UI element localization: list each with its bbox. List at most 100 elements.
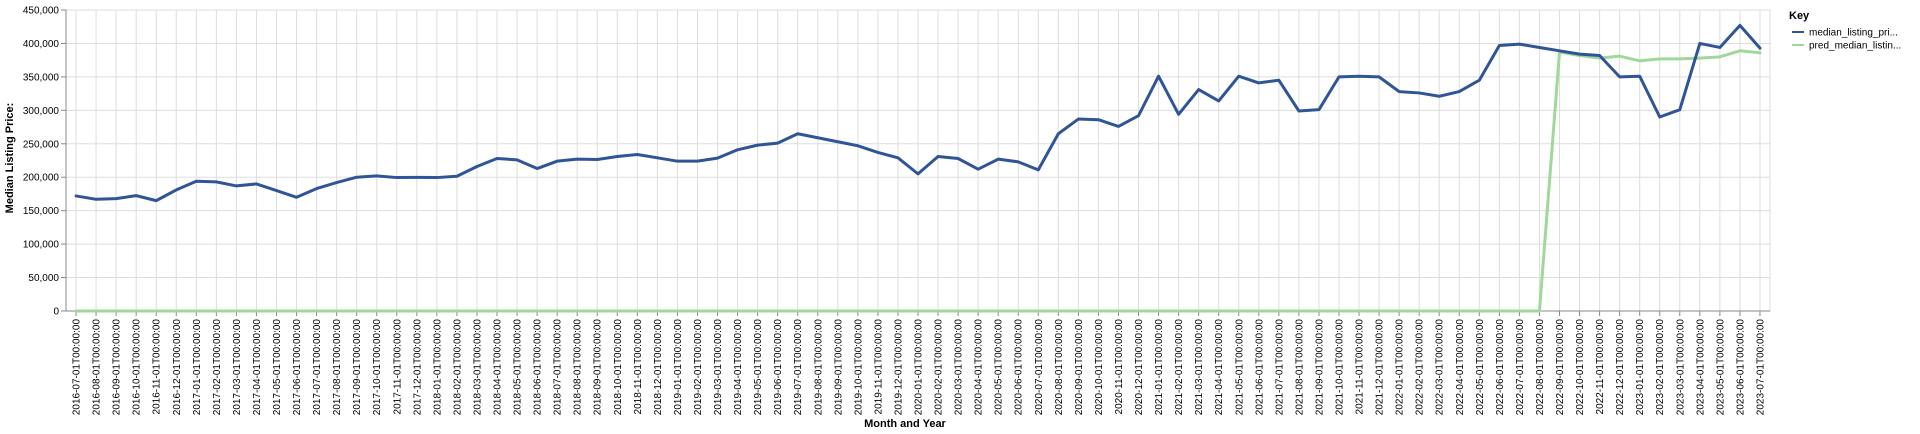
x-tick-label: 2017-01-01T00:00:00: [192, 319, 203, 416]
x-tick-label: 2022-06-01T00:00:00: [1495, 319, 1506, 416]
legend-label: pred_median_listin...: [1809, 41, 1901, 52]
x-tick-label: 2018-12-01T00:00:00: [653, 319, 664, 416]
x-tick-label: 2022-03-01T00:00:00: [1435, 319, 1446, 416]
legend: Key median_listing_pri... pred_median_lis…: [1789, 10, 1901, 52]
y-axis: 0 50,000 100,000 150,000 200,000 250,000 300,0…: [23, 6, 67, 318]
x-tick-label: 2017-11-01T00:00:00: [392, 319, 403, 415]
x-tick-label: 2017-04-01T00:00:00: [252, 319, 263, 416]
x-tick-label: 2021-04-01T00:00:00: [1214, 319, 1225, 416]
x-tick-label: 2019-10-01T00:00:00: [853, 319, 864, 416]
y-tick-label: 50,000: [28, 273, 59, 284]
x-tick-label: 2020-04-01T00:00:00: [974, 319, 985, 416]
x-tick-label: 2020-08-01T00:00:00: [1054, 319, 1065, 416]
x-tick-label: 2022-07-01T00:00:00: [1515, 319, 1526, 416]
x-tick-label: 2017-09-01T00:00:00: [352, 319, 363, 416]
x-tick-label: 2019-09-01T00:00:00: [833, 319, 844, 416]
x-tick-label: 2019-05-01T00:00:00: [753, 319, 764, 416]
x-tick-label: 2019-08-01T00:00:00: [813, 319, 824, 416]
y-tick-label: 100,000: [23, 240, 60, 251]
x-tick-label: 2021-11-01T00:00:00: [1355, 319, 1366, 415]
y-tick-label: 450,000: [23, 6, 60, 17]
x-tick-label: 2018-02-01T00:00:00: [452, 319, 463, 416]
x-tick-label: 2019-04-01T00:00:00: [733, 319, 744, 416]
x-axis: 2016-07-01T00:00:00 2016-08-01T00:00:00 20…: [66, 310, 1770, 416]
x-tick-label: 2020-07-01T00:00:00: [1034, 319, 1045, 416]
y-tick-label: 150,000: [23, 206, 60, 217]
x-tick-label: 2017-05-01T00:00:00: [272, 319, 283, 416]
y-tick-label: 350,000: [23, 72, 60, 83]
x-tick-label: 2022-01-01T00:00:00: [1395, 319, 1406, 416]
x-tick-label: 2017-02-01T00:00:00: [212, 319, 223, 416]
x-tick-label: 2022-04-01T00:00:00: [1455, 319, 1466, 416]
x-tick-label: 2016-07-01T00:00:00: [72, 319, 83, 416]
x-tick-label: 2023-01-01T00:00:00: [1635, 319, 1646, 416]
x-tick-label: 2020-11-01T00:00:00: [1114, 319, 1125, 415]
x-tick-label: 2020-01-01T00:00:00: [914, 319, 925, 416]
x-tick-label: 2018-04-01T00:00:00: [493, 319, 504, 416]
x-tick-label: 2021-07-01T00:00:00: [1274, 319, 1285, 416]
x-tick-label: 2016-09-01T00:00:00: [112, 319, 123, 416]
x-tick-label: 2023-07-01T00:00:00: [1755, 319, 1766, 416]
x-tick-label: 2017-03-01T00:00:00: [232, 319, 243, 416]
x-tick-label: 2016-08-01T00:00:00: [92, 319, 103, 416]
x-tick-label: 2021-02-01T00:00:00: [1174, 319, 1185, 416]
x-tick-label: 2020-09-01T00:00:00: [1074, 319, 1085, 416]
x-tick-label: 2018-03-01T00:00:00: [472, 319, 483, 416]
x-tick-label: 2020-03-01T00:00:00: [954, 319, 965, 416]
x-tick-label: 2019-12-01T00:00:00: [893, 319, 904, 416]
series-line-1: [74, 49, 1762, 313]
y-tick-label: 300,000: [23, 106, 60, 117]
x-tick-label: 2021-03-01T00:00:00: [1194, 319, 1205, 416]
x-tick-label: 2023-03-01T00:00:00: [1675, 319, 1686, 416]
x-tick-label: 2020-12-01T00:00:00: [1134, 319, 1145, 416]
x-tick-label: 2020-10-01T00:00:00: [1094, 319, 1105, 416]
x-tick-label: 2019-06-01T00:00:00: [773, 319, 784, 416]
x-tick-label: 2018-01-01T00:00:00: [432, 319, 443, 416]
x-tick-label: 2023-02-01T00:00:00: [1655, 319, 1666, 416]
x-tick-label: 2018-05-01T00:00:00: [513, 319, 524, 416]
y-tick-label: 0: [53, 307, 59, 318]
x-tick-label: 2017-12-01T00:00:00: [412, 319, 423, 416]
series-lines: [74, 23, 1762, 313]
x-tick-label: 2018-09-01T00:00:00: [593, 319, 604, 416]
legend-label: median_listing_pri...: [1809, 28, 1898, 39]
y-tick-label: 250,000: [23, 139, 60, 150]
legend-title: Key: [1789, 10, 1810, 22]
x-tick-label: 2020-06-01T00:00:00: [1014, 319, 1025, 416]
x-tick-label: 2017-08-01T00:00:00: [332, 319, 343, 416]
x-tick-label: 2018-11-01T00:00:00: [633, 319, 644, 415]
x-tick-label: 2019-02-01T00:00:00: [693, 319, 704, 416]
x-tick-label: 2021-06-01T00:00:00: [1254, 319, 1265, 416]
x-tick-label: 2019-11-01T00:00:00: [873, 319, 884, 415]
x-tick-label: 2017-07-01T00:00:00: [312, 319, 323, 416]
x-tick-label: 2020-05-01T00:00:00: [994, 319, 1005, 416]
x-tick-label: 2016-11-01T00:00:00: [152, 319, 163, 415]
x-tick-label: 2019-03-01T00:00:00: [713, 319, 724, 416]
x-tick-label: 2023-04-01T00:00:00: [1695, 319, 1706, 416]
x-tick-label: 2019-07-01T00:00:00: [793, 319, 804, 416]
series-line-0: [74, 23, 1762, 203]
x-tick-label: 2022-02-01T00:00:00: [1415, 319, 1426, 416]
x-tick-label: 2020-02-01T00:00:00: [934, 319, 945, 416]
x-tick-label: 2022-09-01T00:00:00: [1555, 319, 1566, 416]
y-tick-label: 200,000: [23, 173, 60, 184]
x-tick-label: 2021-01-01T00:00:00: [1154, 319, 1165, 416]
x-tick-label: 2021-12-01T00:00:00: [1375, 319, 1386, 416]
x-tick-label: 2022-08-01T00:00:00: [1535, 319, 1546, 416]
x-tick-label: 2022-12-01T00:00:00: [1615, 319, 1626, 416]
x-tick-label: 2021-05-01T00:00:00: [1234, 319, 1245, 416]
x-tick-label: 2018-08-01T00:00:00: [573, 319, 584, 416]
x-tick-label: 2022-10-01T00:00:00: [1575, 319, 1586, 416]
x-tick-label: 2018-07-01T00:00:00: [553, 319, 564, 416]
x-tick-label: 2017-06-01T00:00:00: [292, 319, 303, 416]
x-tick-label: 2021-09-01T00:00:00: [1314, 319, 1325, 416]
x-tick-label: 2018-10-01T00:00:00: [613, 319, 624, 416]
x-tick-label: 2023-05-01T00:00:00: [1715, 319, 1726, 416]
x-tick-label: 2016-10-01T00:00:00: [132, 319, 143, 416]
gridlines: [65, 9, 1771, 312]
x-tick-label: 2021-08-01T00:00:00: [1294, 319, 1305, 416]
x-tick-label: 2019-01-01T00:00:00: [673, 319, 684, 416]
x-tick-label: 2017-10-01T00:00:00: [372, 319, 383, 416]
x-tick-label: 2022-11-01T00:00:00: [1595, 319, 1606, 415]
